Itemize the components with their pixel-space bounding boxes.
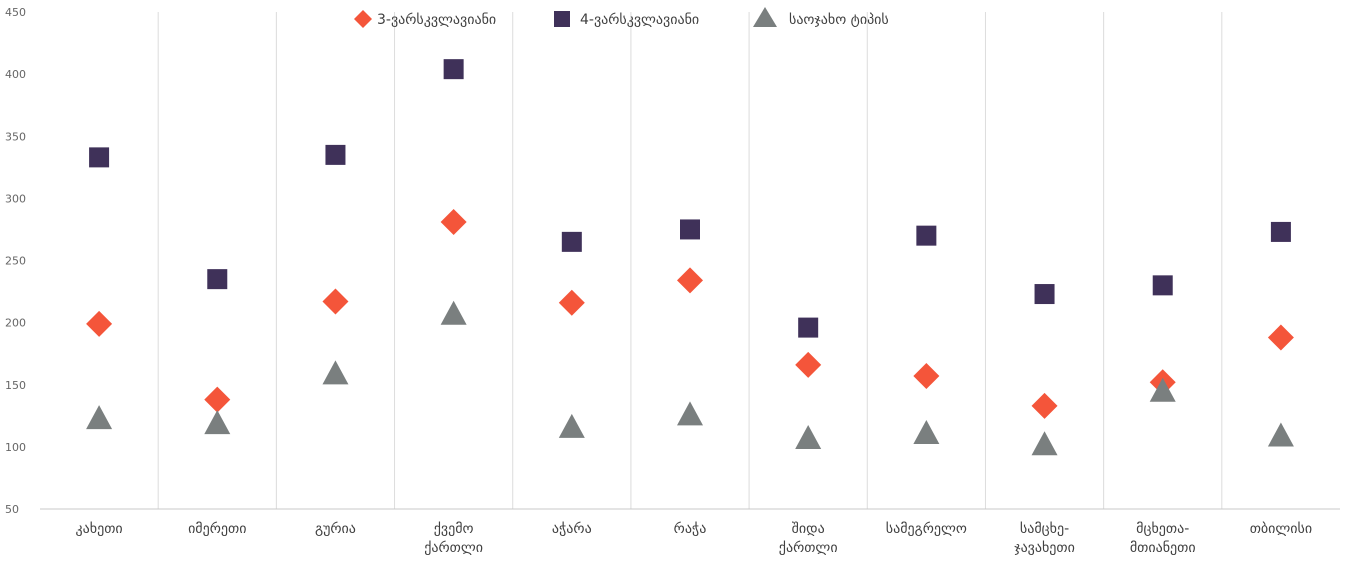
data-point-series-2 <box>89 147 110 168</box>
data-point-series-3 <box>86 405 113 430</box>
data-point-series-2 <box>1034 284 1055 305</box>
data-point-series-2 <box>207 269 228 290</box>
data-point-series-1 <box>558 289 585 316</box>
x-category-label: აჭარა <box>552 520 592 537</box>
x-category-label: სამცხე-ჯავახეთი <box>1014 521 1075 556</box>
data-point-series-1 <box>1267 324 1294 351</box>
data-point-series-3 <box>558 413 585 438</box>
data-point-series-1 <box>440 208 467 235</box>
legend-label: 3-ვარსკვლავიანი <box>377 11 496 28</box>
data-point-series-3 <box>913 420 940 445</box>
x-category-label: თბილისი <box>1250 521 1312 537</box>
legend-label: 4-ვარსკვლავიანი <box>580 11 699 28</box>
y-tick-label: 400 <box>5 68 26 81</box>
legend-square-icon <box>554 11 570 27</box>
data-point-series-1 <box>677 267 703 294</box>
y-tick-label: 100 <box>5 441 26 454</box>
data-point-series-1 <box>1031 392 1058 419</box>
y-tick-label: 300 <box>5 192 26 205</box>
data-point-series-2 <box>561 231 582 252</box>
data-point-series-2 <box>1270 221 1291 242</box>
x-category-label: ქვემო ქართლი <box>424 521 483 556</box>
y-tick-label: 350 <box>5 130 26 143</box>
x-category-label: გურია <box>315 520 356 537</box>
x-category-label: იმერეთი <box>188 520 246 537</box>
data-point-series-3 <box>322 360 349 385</box>
y-tick-label: 150 <box>5 379 26 392</box>
data-point-series-1 <box>795 351 822 378</box>
data-point-series-1 <box>322 288 349 315</box>
data-point-series-2 <box>798 317 819 338</box>
y-tick-label: 250 <box>5 255 26 268</box>
data-point-series-3 <box>1267 422 1294 447</box>
legend-label: საოჯახო ტიპის <box>789 12 889 28</box>
x-category-label: კახეთი <box>76 521 123 537</box>
data-point-series-1 <box>86 310 113 337</box>
data-point-series-1 <box>913 363 940 390</box>
data-point-series-3 <box>204 410 231 435</box>
legend-triangle-icon <box>753 7 777 27</box>
data-point-series-3 <box>1031 431 1058 456</box>
x-category-label: სამეგრელო <box>886 520 967 537</box>
x-category-label: რაჭა <box>674 520 707 537</box>
data-point-series-2 <box>680 219 700 240</box>
data-point-series-3 <box>1149 377 1176 402</box>
data-point-series-3 <box>440 300 467 325</box>
x-category-label: მცხეთა-მთიანეთი <box>1130 521 1196 556</box>
data-point-series-2 <box>325 144 346 165</box>
data-point-series-1 <box>204 386 231 413</box>
y-tick-label: 200 <box>5 317 26 330</box>
y-tick-label: 450 <box>5 6 26 19</box>
data-point-series-3 <box>677 401 703 426</box>
x-category-label: შიდა ქართლი <box>779 521 838 556</box>
y-tick-label: 50 <box>5 503 19 516</box>
data-point-series-2 <box>1152 275 1173 296</box>
legend-diamond-icon <box>354 10 372 28</box>
data-point-series-3 <box>795 425 822 450</box>
data-point-series-2 <box>443 59 464 80</box>
data-point-series-2 <box>916 225 937 246</box>
